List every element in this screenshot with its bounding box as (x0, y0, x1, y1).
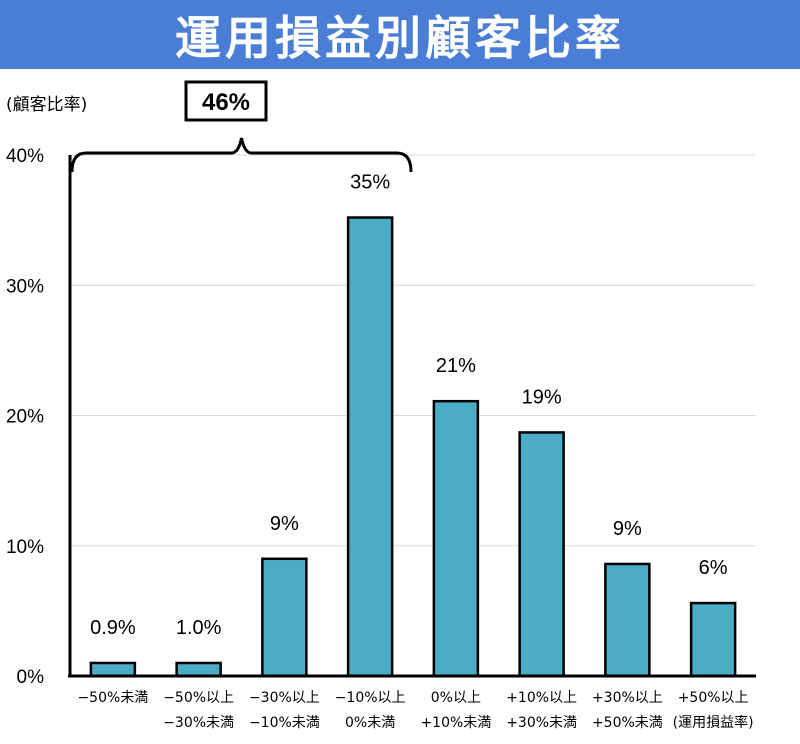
data-label: 9% (613, 518, 642, 540)
x-tick-label: (運用損益率) (673, 714, 754, 731)
data-label: 9% (270, 513, 299, 535)
x-tick-label: −30%未満 (163, 715, 234, 731)
bar (604, 562, 651, 678)
y-tick-label: 30% (6, 276, 44, 297)
bar (689, 601, 737, 678)
x-tick-label: 0%以上 (431, 690, 481, 706)
data-label: 0.9% (90, 617, 136, 639)
x-tick-label: +30%未満 (506, 715, 577, 731)
x-tick-label: −30%以上 (249, 690, 320, 706)
x-tick-labels: −50%未満 −50%以上 −30%未満 −30%以上 −10%未満 −10%以上 0%未満… (77, 690, 753, 731)
bracket-label-box (184, 80, 268, 122)
bar (175, 661, 222, 678)
chart-title: 運用損益別顧客比率 (0, 0, 800, 69)
y-tick-label: 20% (6, 407, 44, 428)
bar (346, 216, 394, 678)
bars (89, 216, 737, 678)
bar (432, 399, 480, 678)
x-tick-label: −10%未満 (249, 715, 320, 731)
bracket-annotation: 46% (70, 80, 413, 173)
y-tick-label: 10% (6, 537, 44, 558)
y-tick-label: 0% (17, 667, 45, 688)
gridlines (70, 154, 756, 547)
y-tick-label: 40% (6, 146, 44, 167)
y-tick-labels: 0% 10% 20% 30% 40% (6, 146, 44, 688)
x-tick-label: +10%以上 (506, 690, 577, 706)
data-label: 35% (350, 172, 390, 194)
data-label: 19% (522, 386, 562, 408)
y-axis-label: (顧客比率) (6, 95, 87, 115)
x-tick-label: 0%未満 (345, 715, 395, 731)
x-tick-label: −10%以上 (335, 690, 406, 706)
data-label: 21% (436, 355, 476, 377)
x-tick-label: +50%以上 (678, 690, 749, 706)
data-labels: 0.9% 1.0% 9% 35% 21% 19% 9% 6% (90, 172, 728, 639)
bracket-line (70, 137, 413, 173)
x-tick-label: +10%未満 (420, 715, 491, 731)
x-tick-label: −50%未満 (77, 690, 148, 706)
x-tick-label: +30%以上 (592, 690, 663, 706)
x-tick-label: −50%以上 (163, 690, 234, 706)
bar (261, 557, 308, 678)
bracket-label: 46% (202, 89, 250, 116)
data-label: 6% (699, 557, 728, 579)
x-tick-label: +50%未満 (592, 715, 663, 731)
bar (89, 661, 137, 678)
bar (518, 431, 565, 678)
data-label: 1.0% (176, 617, 222, 639)
